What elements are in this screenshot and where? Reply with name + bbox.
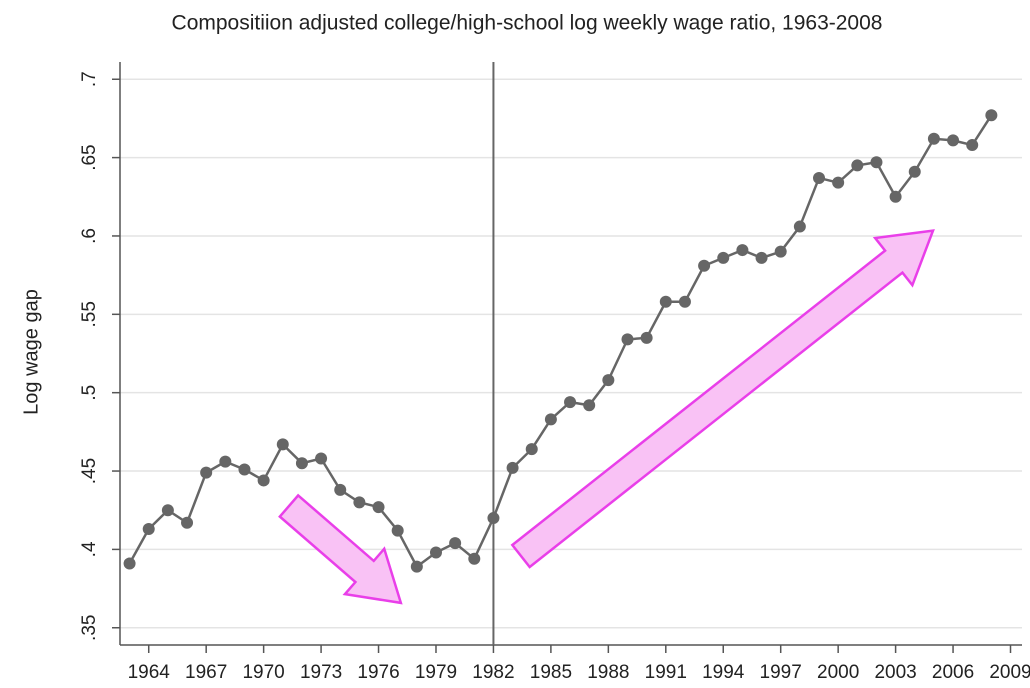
data-point xyxy=(659,295,672,308)
data-point xyxy=(908,165,921,178)
data-point xyxy=(449,537,462,550)
data-point xyxy=(219,455,232,468)
y-tick-label: .5 xyxy=(79,385,100,401)
x-tick-label: 1982 xyxy=(472,662,514,683)
arrow-up xyxy=(510,229,935,569)
x-tick-label: 1970 xyxy=(242,662,284,683)
data-point xyxy=(391,524,404,537)
x-tick-label: 1976 xyxy=(357,662,399,683)
arrow-down xyxy=(278,493,403,605)
data-point xyxy=(985,109,998,122)
x-tick-label: 1997 xyxy=(760,662,802,683)
x-tick-label: 1994 xyxy=(702,662,745,683)
x-tick-label: 1979 xyxy=(415,662,457,683)
data-point xyxy=(487,512,500,525)
data-point xyxy=(181,516,194,529)
data-point xyxy=(583,399,596,412)
x-tick-label: 1991 xyxy=(645,662,687,683)
data-point xyxy=(468,552,481,565)
data-point xyxy=(238,463,251,476)
data-point xyxy=(295,457,308,470)
data-point xyxy=(544,413,557,426)
y-axis-label: Log wage gap xyxy=(20,289,42,415)
x-tick-label: 2006 xyxy=(932,662,974,683)
x-tick-label: 1988 xyxy=(587,662,629,683)
data-point xyxy=(947,134,960,147)
x-tick-label: 1973 xyxy=(300,662,342,683)
data-point xyxy=(142,523,155,536)
data-point xyxy=(410,560,423,573)
data-point xyxy=(276,438,289,451)
data-point xyxy=(353,496,366,509)
data-point xyxy=(640,331,653,344)
data-line xyxy=(128,114,993,569)
data-point xyxy=(123,557,136,570)
data-point xyxy=(736,244,749,257)
x-tick-label: 1967 xyxy=(185,662,227,683)
data-point xyxy=(927,132,940,145)
x-tick-label: 2003 xyxy=(874,662,916,683)
data-point xyxy=(257,474,270,487)
data-point xyxy=(717,251,730,264)
data-point xyxy=(334,483,347,496)
x-tick-label: 1964 xyxy=(128,662,171,683)
data-point xyxy=(813,171,826,184)
data-point xyxy=(793,220,806,233)
y-tick-label: .7 xyxy=(79,71,100,87)
data-point xyxy=(698,259,711,272)
data-point xyxy=(564,396,577,409)
data-point xyxy=(832,176,845,189)
y-tick-label: .65 xyxy=(79,144,100,170)
data-point xyxy=(161,504,174,517)
y-tick-label: .55 xyxy=(79,301,100,327)
data-point xyxy=(372,501,385,514)
data-point xyxy=(315,452,328,465)
data-point xyxy=(678,295,691,308)
data-point xyxy=(889,190,902,203)
x-tick-label: 2009 xyxy=(989,662,1030,683)
data-point xyxy=(851,159,864,172)
data-point xyxy=(429,546,442,559)
y-tick-label: .6 xyxy=(79,228,100,244)
data-point xyxy=(755,251,768,264)
chart-title: Compositiion adjusted college/high-schoo… xyxy=(172,12,883,35)
data-point xyxy=(602,374,615,387)
data-point xyxy=(774,245,787,258)
data-point xyxy=(506,461,519,474)
y-tick-label: .35 xyxy=(79,615,100,641)
y-tick-label: .4 xyxy=(79,541,100,557)
data-point xyxy=(200,466,213,479)
x-tick-label: 1985 xyxy=(530,662,572,683)
data-point xyxy=(525,443,538,456)
data-point xyxy=(621,333,634,346)
x-tick-label: 2000 xyxy=(817,662,859,683)
data-point xyxy=(966,139,979,152)
y-tick-label: .45 xyxy=(79,458,100,484)
data-point xyxy=(870,156,883,169)
